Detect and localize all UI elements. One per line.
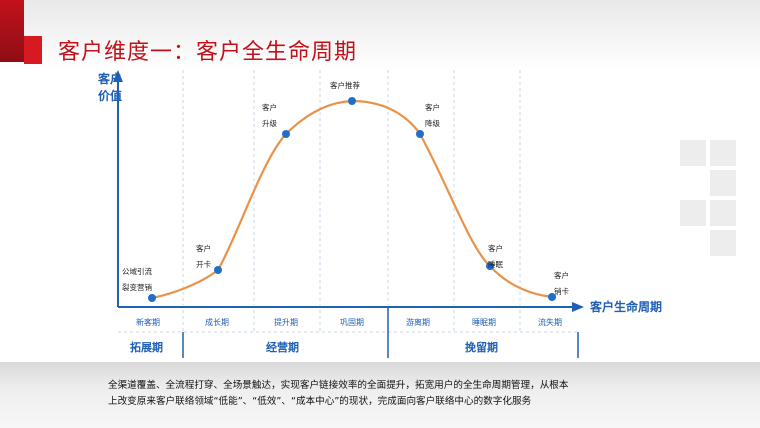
stage-label: 成长期	[205, 317, 229, 327]
curve-points	[148, 97, 556, 302]
point-marker	[416, 130, 424, 138]
point-label: 客户	[262, 102, 277, 112]
x-axis-label: 客户生命周期	[589, 299, 662, 314]
point-label: 开卡	[196, 259, 211, 269]
page-title: 客户维度一：客户全生命周期	[58, 40, 358, 65]
phase-label: 经营期	[266, 340, 299, 354]
decorative-squares	[670, 140, 760, 290]
point-marker	[214, 266, 222, 274]
point-marker	[282, 130, 290, 138]
y-axis-label-line2: 价值	[98, 88, 122, 103]
stage-label: 新客期	[136, 317, 160, 327]
stage-label: 游离期	[406, 317, 430, 327]
point-label: 客户	[488, 243, 503, 253]
header-background	[0, 0, 760, 70]
title-accent-bar	[24, 36, 42, 64]
red-corner-tab	[0, 0, 24, 62]
point-label: 客户推荐	[330, 80, 360, 90]
phase-label: 拓展期	[130, 340, 163, 354]
stage-label: 提升期	[274, 317, 298, 327]
point-label: 升级	[262, 118, 277, 128]
point-label: 降级	[425, 118, 440, 128]
point-marker	[348, 97, 356, 105]
point-label: 客户	[554, 270, 569, 280]
point-marker	[486, 262, 494, 270]
x-axis-arrow-icon	[572, 302, 584, 312]
point-label: 公域引流	[122, 266, 152, 276]
y-axis-arrow-icon	[113, 70, 123, 82]
point-label: 裂变营销	[122, 282, 152, 292]
caption-text: 全渠道覆盖、全流程打穿、全场景触达，实现客户链接效率的全面提升，拓宽用户的全生命…	[108, 380, 569, 407]
point-label: 客户	[196, 243, 211, 253]
stage-label: 流失期	[538, 317, 562, 327]
point-marker	[548, 293, 556, 301]
footer-band	[0, 362, 760, 428]
grid-lines	[182, 70, 521, 305]
point-label: 睡眠	[488, 260, 503, 269]
stage-label: 睡眠期	[472, 318, 496, 327]
stage-separators	[182, 310, 521, 332]
point-marker	[148, 294, 156, 302]
stage-label: 巩固期	[340, 318, 364, 327]
point-label: 销卡	[554, 286, 569, 296]
point-label: 客户	[425, 102, 440, 112]
y-axis-label-line1: 客户	[97, 71, 122, 86]
phase-label: 挽留期	[465, 340, 498, 354]
